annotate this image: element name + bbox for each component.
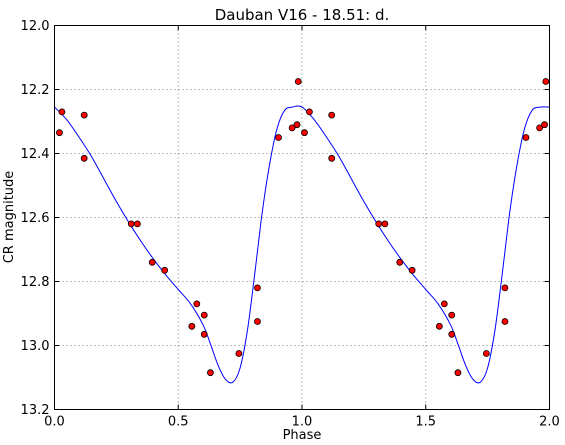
plot-content: [54, 78, 550, 384]
x-tick-label: 0.0: [44, 415, 65, 430]
x-tick-label: 1.5: [415, 415, 436, 430]
data-point: [80, 154, 88, 162]
y-axis-label: CR magnitude: [2, 171, 17, 264]
data-point: [200, 311, 208, 319]
data-point: [448, 330, 456, 338]
data-point: [448, 311, 456, 319]
data-point: [293, 121, 301, 129]
data-point: [381, 220, 389, 228]
fit-curve-line: [54, 105, 550, 384]
grid: [54, 25, 550, 410]
data-point: [235, 350, 243, 357]
data-point: [193, 300, 201, 308]
data-point: [134, 220, 141, 228]
y-tick-label: 13.2: [21, 403, 50, 418]
data-point: [288, 124, 296, 132]
data-point: [254, 284, 261, 292]
data-point: [188, 322, 196, 330]
data-point: [454, 369, 462, 377]
y-tick-label: 12.8: [21, 275, 50, 290]
data-point: [254, 318, 261, 325]
data-point: [56, 129, 63, 137]
x-tick-labels: 0.0 0.5 1.0 1.5 2.0: [44, 415, 560, 430]
x-tick-label: 1.0: [292, 415, 313, 430]
data-point: [200, 330, 208, 338]
y-tick-label: 12.6: [21, 211, 50, 226]
data-point: [207, 369, 214, 377]
y-tick-labels: 12.0 12.2 12.4 12.6 12.8 13.0 13.2: [21, 19, 50, 418]
y-tick-label: 12.0: [21, 19, 50, 34]
chart-title: Dauban V16 - 18.51: d.: [215, 6, 390, 24]
x-axis-label: Phase: [283, 428, 322, 443]
data-point: [408, 266, 416, 274]
data-point: [58, 108, 66, 116]
data-point: [542, 78, 550, 85]
data-point: [80, 111, 88, 119]
data-point: [161, 266, 169, 274]
data-point: [328, 111, 336, 119]
x-tick-label: 0.5: [168, 415, 189, 430]
data-point: [375, 220, 383, 228]
data-point: [522, 134, 530, 141]
data-point: [541, 121, 548, 129]
data-points: [56, 78, 550, 377]
data-point: [501, 284, 509, 292]
y-tick-label: 13.0: [21, 339, 50, 354]
data-point: [127, 220, 135, 228]
x-tick-label: 2.0: [539, 415, 560, 430]
data-point: [148, 258, 156, 266]
data-point: [275, 134, 282, 141]
data-point: [294, 78, 302, 85]
data-point: [435, 322, 443, 330]
data-point: [301, 129, 308, 137]
data-point: [328, 154, 336, 162]
data-point: [536, 124, 543, 132]
data-point: [306, 108, 313, 116]
y-tick-label: 12.2: [21, 83, 50, 98]
y-tick-label: 12.4: [21, 147, 50, 162]
data-point: [440, 300, 448, 308]
plot-frame: [54, 25, 550, 410]
data-point: [501, 318, 509, 325]
data-point: [482, 350, 490, 357]
data-point: [396, 258, 404, 266]
